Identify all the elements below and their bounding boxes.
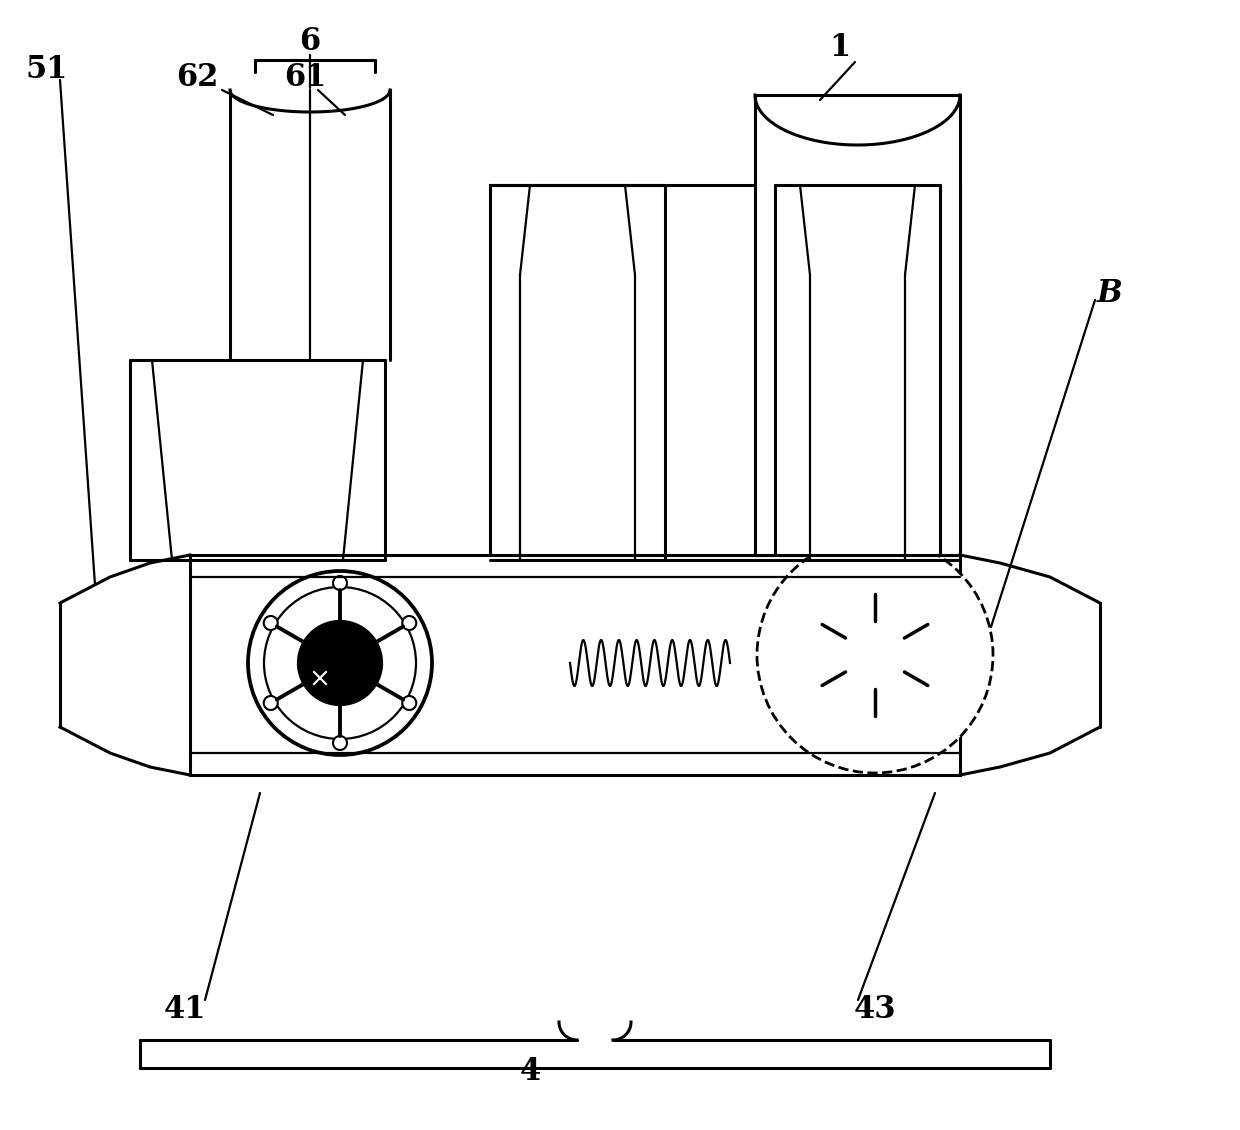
Text: 1: 1 xyxy=(830,33,851,63)
Circle shape xyxy=(928,616,939,627)
Text: 4: 4 xyxy=(520,1057,541,1087)
Circle shape xyxy=(812,592,937,718)
Circle shape xyxy=(869,716,880,728)
Circle shape xyxy=(298,622,382,705)
Text: 43: 43 xyxy=(853,994,897,1026)
Circle shape xyxy=(928,683,939,695)
Bar xyxy=(755,95,960,555)
Bar xyxy=(190,555,960,775)
Circle shape xyxy=(264,616,278,631)
Circle shape xyxy=(334,736,347,750)
Circle shape xyxy=(248,571,432,755)
Circle shape xyxy=(311,669,329,687)
Text: B: B xyxy=(1097,278,1123,308)
Circle shape xyxy=(882,640,897,654)
Circle shape xyxy=(264,696,278,710)
Circle shape xyxy=(799,579,951,731)
Circle shape xyxy=(334,576,347,590)
Bar xyxy=(490,185,960,555)
Text: 61: 61 xyxy=(284,62,326,94)
Circle shape xyxy=(869,582,880,594)
Text: 6: 6 xyxy=(299,26,321,58)
Circle shape xyxy=(811,616,823,627)
Circle shape xyxy=(811,683,823,695)
Circle shape xyxy=(402,696,417,710)
Text: 62: 62 xyxy=(176,62,218,94)
Circle shape xyxy=(841,622,909,689)
Text: 51: 51 xyxy=(26,54,68,86)
Text: 41: 41 xyxy=(164,994,206,1026)
Circle shape xyxy=(264,586,415,739)
Circle shape xyxy=(402,616,417,631)
Circle shape xyxy=(756,537,993,773)
